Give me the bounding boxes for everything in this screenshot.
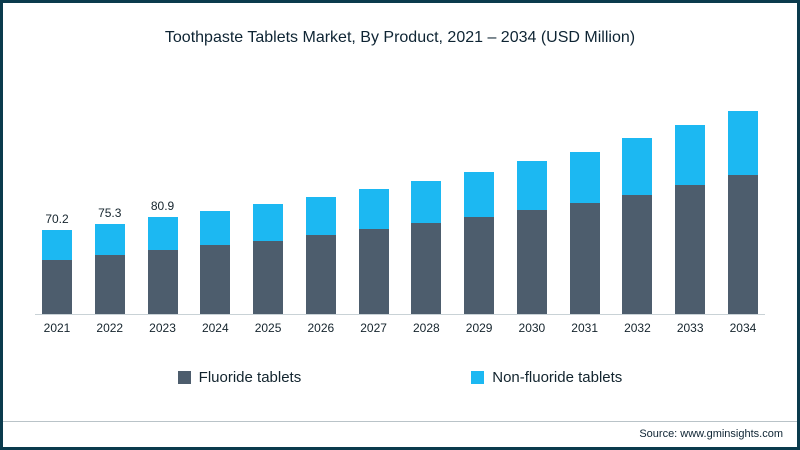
x-axis-tick-label: 2033 [676,321,704,335]
bar-segment-non-fluoride [94,224,125,255]
bar-segment-fluoride [516,210,547,314]
bar-segment-non-fluoride [727,110,758,176]
chart-title: Toothpaste Tablets Market, By Product, 2… [164,29,636,46]
bar-segment-non-fluoride [569,151,600,203]
x-axis-tick-label: 2032 [624,321,651,335]
x-axis-tick-label: 2022 [96,321,124,335]
x-axis-line [35,314,765,315]
bar-segment-fluoride [675,185,706,314]
bar-segment-non-fluoride [200,210,231,246]
x-axis-tick-label: 2025 [254,321,282,335]
bar-group: 2026 [305,99,337,335]
bar-segment-fluoride [622,195,653,314]
bar-segment-non-fluoride [358,188,389,230]
bar-segment-fluoride [200,245,231,314]
bar-segment-non-fluoride [147,217,178,251]
bar-total-label: 75.3 [98,206,122,221]
bar-group: 70.2 2021 [41,99,73,335]
bar-segment-fluoride [727,175,758,314]
bar-segment-non-fluoride [411,181,442,224]
chart: 70.2 2021 75.3 2022 80.9 2023 2024 2025 2026 2027… [35,99,765,335]
bar-group: 2025 [252,99,284,335]
footer-divider [3,421,797,422]
bar-segment-fluoride [42,259,72,314]
x-axis-tick-label: 2034 [729,321,757,335]
legend-label-non-fluoride: Non-fluoride tablets [492,369,623,386]
bar-group: 2034 [727,99,759,335]
bar-group: 2029 [463,99,495,335]
bar-segment-fluoride [411,223,442,314]
x-axis-tick-label: 2023 [149,321,176,335]
bar-segment-non-fluoride [675,125,706,185]
bar-segment-non-fluoride [622,138,653,196]
x-axis-tick-label: 2026 [307,321,335,335]
bar-segment-fluoride [569,202,600,314]
bar-segment-fluoride [253,240,284,314]
bar-group: 2033 [674,99,706,335]
bar-group: 75.3 2022 [94,99,126,335]
bar-group: 2027 [358,99,390,335]
bar-segment-non-fluoride [464,171,495,218]
legend-item-non-fluoride: Non-fluoride tablets [471,369,622,386]
x-axis-tick-label: 2030 [518,321,546,335]
bar-group: 2028 [410,99,442,335]
bar-group: 80.9 2023 [147,99,179,335]
bar-total-label: 80.9 [150,199,175,214]
bar-segment-non-fluoride [516,161,547,211]
bar-group: 2024 [199,99,231,335]
bar-total-label: 70.2 [45,212,69,227]
x-axis-tick-label: 2027 [360,321,387,335]
bar-group: 2031 [569,99,601,335]
x-axis-tick-label: 2028 [413,321,440,335]
legend-item-fluoride: Fluoride tablets [177,369,302,386]
bar-group: 2032 [621,99,653,335]
bar-segment-non-fluoride [42,230,72,260]
source-attribution: Source: www.gminsights.com [639,428,783,440]
footer: Source: www.gminsights.com [3,421,797,440]
bar-segment-fluoride [464,217,495,314]
bar-segment-non-fluoride [305,196,336,236]
x-axis-tick-label: 2031 [571,321,598,335]
bar-segment-fluoride [94,254,125,314]
x-axis-tick-label: 2029 [465,321,493,335]
bar-segment-fluoride [358,229,389,314]
legend: Fluoride tablets Non-fluoride tablets [3,369,797,386]
legend-label-fluoride: Fluoride tablets [198,369,302,386]
x-axis-tick-label: 2024 [201,321,229,335]
legend-marker-non-fluoride-icon [471,371,485,384]
bar-segment-non-fluoride [253,204,284,241]
legend-marker-fluoride-icon [177,371,191,384]
bar-segment-fluoride [147,250,178,314]
x-axis-tick-label: 2021 [43,321,71,335]
bar-segment-fluoride [305,235,336,314]
bar-group: 2030 [516,99,548,335]
